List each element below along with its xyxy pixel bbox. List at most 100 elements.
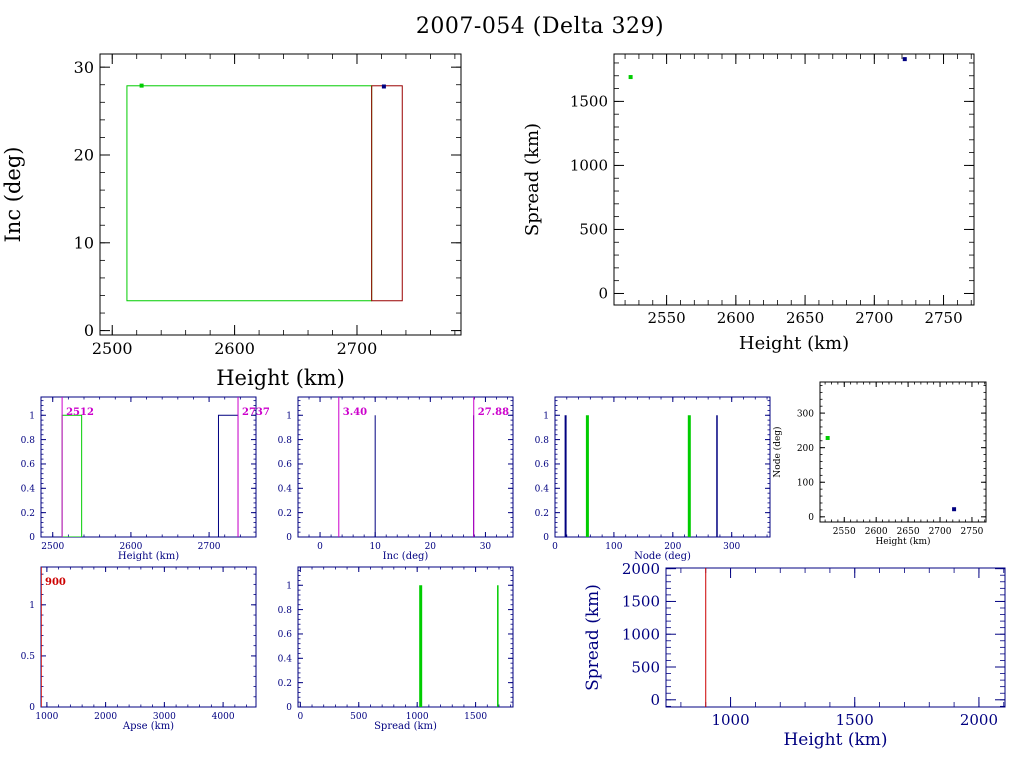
y-tick-label: 0 — [650, 691, 660, 709]
x-tick-label: 1500 — [464, 712, 487, 722]
x-tick-label: 2700 — [337, 339, 378, 358]
x-tick-label: 2600 — [865, 527, 888, 537]
y-tick-label: 0 — [84, 321, 94, 340]
x-tick-label: 30 — [480, 542, 492, 552]
chart-inc_hist: 0 10 20 30 0 0.2 0.4 0.6 0.8 1 Inc (deg) 3.40 27.88 — [278, 396, 514, 562]
plot-area — [126, 83, 403, 302]
x-tick-label: 2600 — [717, 309, 755, 327]
y-tick-label: 1 — [286, 581, 292, 591]
data-point — [381, 84, 386, 89]
y-axis-label: Inc (deg) — [1, 147, 25, 243]
y-tick-label: 1500 — [570, 93, 608, 111]
x-axis-label: Height (km) — [216, 366, 345, 390]
y-tick-label: 0.2 — [21, 509, 35, 519]
y-tick-label: 10 — [74, 233, 94, 252]
y-tick-label: 100 — [797, 478, 814, 488]
plot-area — [628, 57, 907, 80]
y-tick-label: 200 — [797, 444, 814, 454]
y-tick-label: 500 — [579, 221, 608, 239]
x-axis-label: Node (deg) — [634, 551, 691, 562]
chart-spread_vs_height_2: 1000 1500 2000 0 500 1000 1500 2000 Height (km) S… — [583, 560, 1006, 750]
plot-frame — [40, 396, 257, 538]
y-tick-label: 20 — [74, 146, 94, 165]
y-tick-label: 0.6 — [535, 460, 550, 470]
plot-area — [825, 436, 957, 512]
y-tick-label: 1 — [286, 411, 292, 421]
y-tick-label: 1 — [29, 601, 35, 611]
limit-marker-label: 3.40 — [343, 407, 367, 418]
plot-frame — [297, 396, 514, 538]
y-tick-label: 0 — [29, 703, 35, 713]
y-tick-label: 0.8 — [278, 606, 293, 616]
data-point — [902, 57, 907, 62]
x-tick-label: 1000 — [35, 712, 58, 722]
x-tick-label: 2750 — [924, 309, 962, 327]
y-tick-label: 0 — [543, 533, 549, 543]
y-tick-label: 1 — [29, 411, 35, 421]
limit-marker-label: 900 — [45, 577, 66, 588]
x-tick-label: 3000 — [153, 712, 176, 722]
plot-frame — [819, 381, 987, 523]
y-tick-label: 0.6 — [21, 460, 36, 470]
y-tick-label: 1500 — [622, 593, 660, 611]
x-tick-label: 2600 — [119, 542, 142, 552]
x-axis-label: Apse (km) — [122, 721, 174, 732]
y-tick-label: 0 — [808, 513, 814, 523]
x-tick-label: 500 — [350, 712, 367, 722]
y-tick-label: 0 — [286, 533, 292, 543]
plot-area — [419, 585, 499, 707]
data-point — [628, 75, 633, 80]
x-tick-label: 2550 — [833, 527, 856, 537]
x-tick-label: 2650 — [786, 309, 824, 327]
plot-frame — [297, 566, 514, 708]
y-tick-label: 0.2 — [278, 679, 292, 689]
x-axis-label: Height (km) — [783, 730, 887, 750]
y-tick-label: 0.5 — [21, 652, 36, 662]
y-axis-label: Spread (km) — [522, 123, 543, 236]
histogram-bar — [217, 414, 239, 537]
chart-height_hist: 2500 2600 2700 0 0.2 0.4 0.6 0.8 1 Height (km) 251… — [21, 396, 270, 562]
y-tick-label: 0 — [29, 533, 35, 543]
chart-node_vs_height: 2550 2600 2650 2700 2750 0 100 200 300 Height (km… — [772, 381, 987, 547]
x-tick-label: 100 — [605, 542, 622, 552]
y-tick-label: 0.4 — [535, 484, 550, 494]
x-tick-label: 2600 — [214, 339, 255, 358]
x-tick-label: 2700 — [929, 527, 952, 537]
plot-area — [564, 415, 718, 537]
x-tick-label: 2000 — [94, 712, 117, 722]
chart-apse_hist: 1000 2000 3000 4000 0 0.5 1 Apse (km) 900 — [21, 566, 257, 732]
y-tick-label: 0.6 — [278, 630, 293, 640]
y-tick-label: 2000 — [622, 560, 660, 578]
x-tick-label: 1000 — [711, 711, 749, 729]
y-tick-label: 300 — [797, 409, 814, 419]
plot-frame — [40, 566, 257, 708]
plot-frame — [613, 53, 975, 306]
data-point — [825, 436, 830, 440]
x-tick-label: 2000 — [960, 711, 998, 729]
limit-marker-label: 2737 — [242, 407, 270, 418]
x-axis-label: Height (km) — [118, 551, 179, 562]
y-tick-label: 0.2 — [535, 509, 549, 519]
range-box — [126, 85, 373, 302]
y-tick-label: 1000 — [622, 625, 660, 643]
x-tick-label: 2700 — [198, 542, 221, 552]
x-tick-label: 2650 — [897, 527, 920, 537]
data-point — [139, 83, 144, 88]
x-tick-label: 0 — [297, 712, 303, 722]
x-axis-label: Height (km) — [739, 333, 849, 354]
y-tick-label: 0.4 — [278, 484, 293, 494]
x-tick-label: 20 — [425, 542, 437, 552]
x-tick-label: 1500 — [836, 711, 874, 729]
plot-frame — [99, 53, 462, 336]
y-tick-label: 500 — [631, 658, 660, 676]
histogram-bar — [61, 414, 83, 537]
y-tick-label: 30 — [74, 58, 94, 77]
y-axis-label: Node (deg) — [772, 426, 783, 477]
x-tick-label: 2500 — [41, 542, 64, 552]
y-tick-label: 0.4 — [21, 484, 36, 494]
limit-marker-label: 2512 — [66, 407, 94, 418]
x-tick-label: 4000 — [212, 712, 235, 722]
x-tick-label: 10 — [369, 542, 381, 552]
